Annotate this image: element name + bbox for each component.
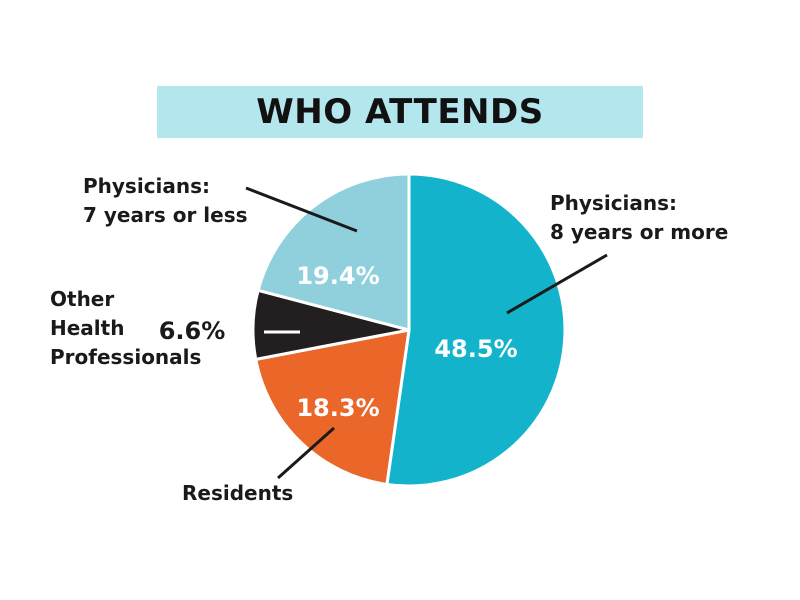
slice-category-line: Professionals (50, 345, 201, 369)
slice-percent-label: 6.6% (159, 317, 226, 345)
pie-slice (254, 328, 411, 486)
slice-category-line: Other (50, 287, 114, 311)
slice-category-line: Residents (182, 481, 293, 505)
pie-slice (256, 172, 411, 332)
slice-category-label: Other Health Professionals (50, 287, 201, 369)
leader-line (277, 426, 335, 480)
title-banner: WHO ATTENDS (157, 86, 643, 138)
slice-category-line: Physicians: (550, 191, 677, 215)
pie-slice (385, 172, 567, 488)
chart-title: WHO ATTENDS (256, 92, 544, 132)
slice-category-label: Residents (182, 481, 293, 505)
slice-category-line: 8 years or more (550, 220, 728, 244)
slice-category-line: Physicians: (83, 174, 210, 198)
slice-percent-label: 48.5% (434, 335, 517, 363)
leader-line (245, 186, 358, 233)
slice-percent-label: 19.4% (296, 262, 379, 290)
slice-category-line: Health (50, 316, 124, 340)
slice-category-label: Physicians: 7 years or less (83, 174, 248, 227)
leader-line (506, 253, 608, 315)
slice-percent-label: 18.3% (296, 394, 379, 422)
slice-category-line: 7 years or less (83, 203, 248, 227)
slice-category-label: Physicians: 8 years or more (550, 191, 728, 244)
